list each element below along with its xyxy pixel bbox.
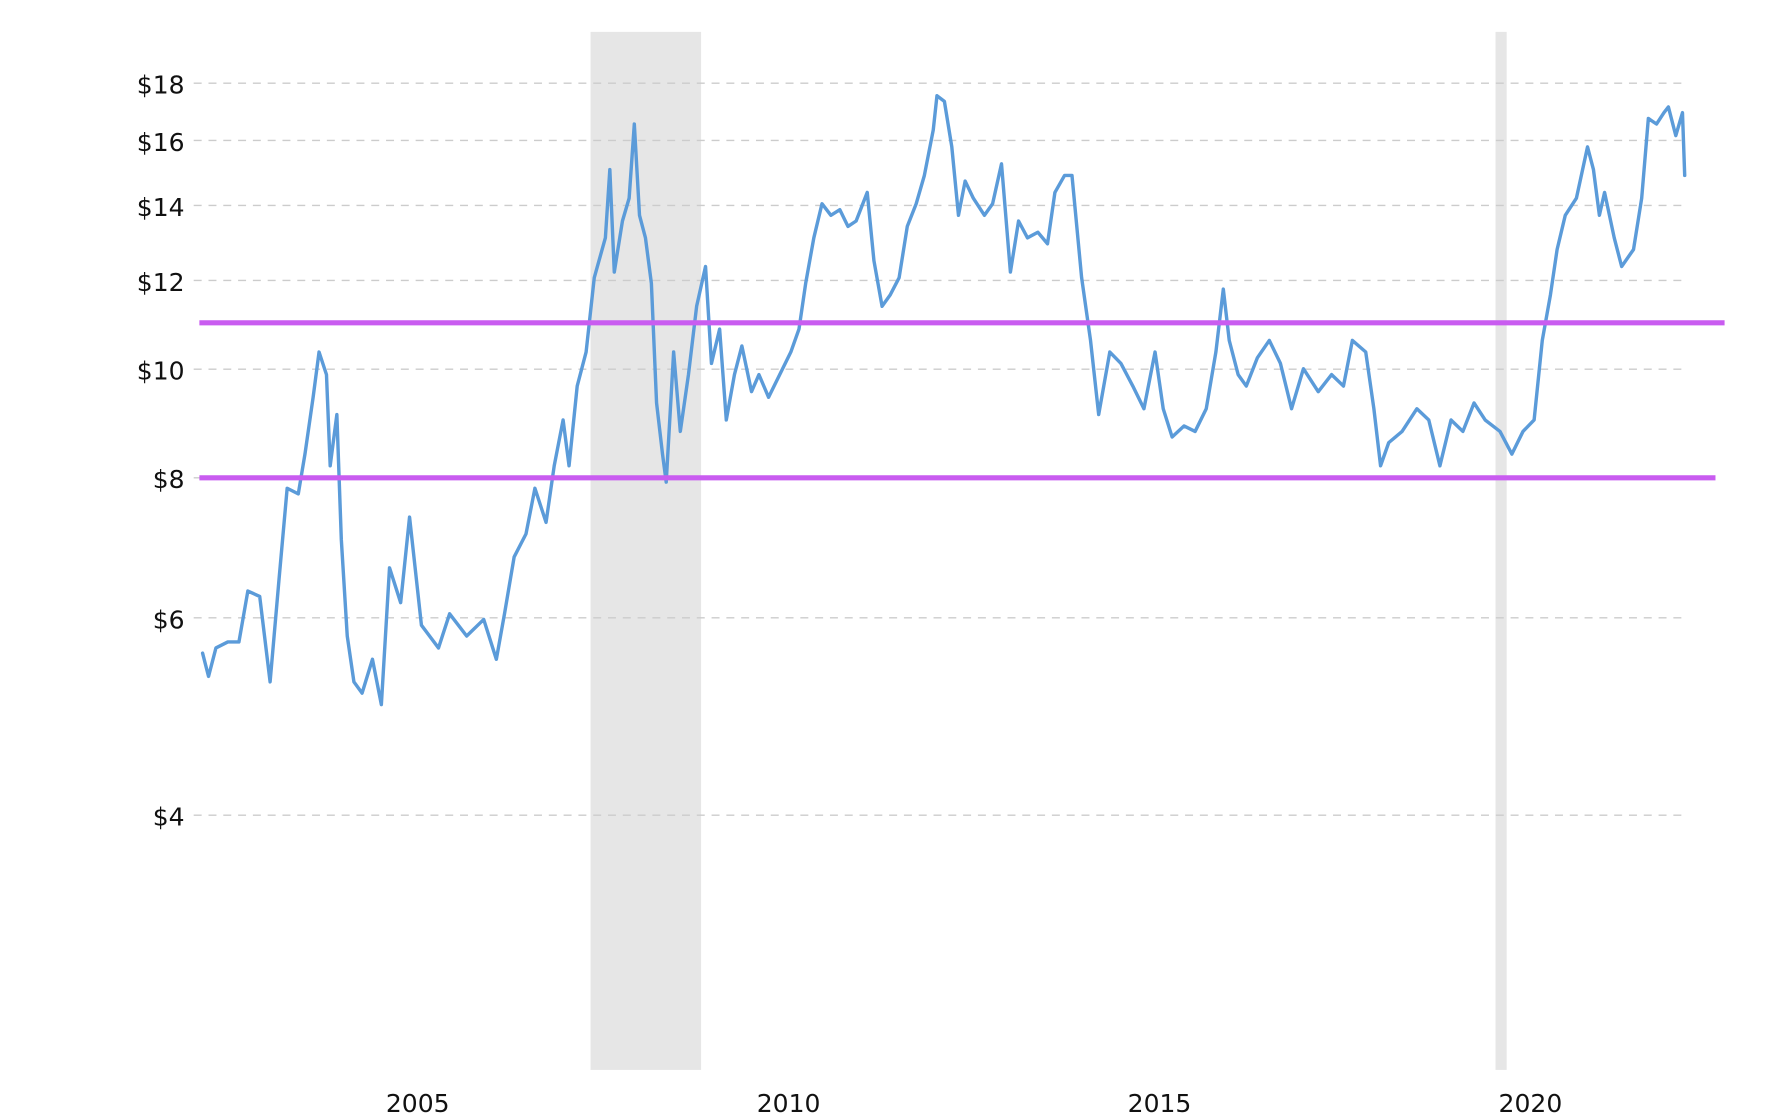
y-tick-label: $6 — [153, 605, 185, 634]
y-tick-label: $12 — [137, 268, 185, 297]
shaded-period — [1495, 31, 1507, 1070]
y-tick-label: $10 — [137, 357, 185, 386]
y-tick-label: $16 — [137, 128, 185, 157]
y-tick-label: $8 — [153, 465, 185, 494]
x-tick-label: 2020 — [1499, 1089, 1563, 1118]
price-line — [200, 94, 1687, 707]
y-tick-label: $18 — [137, 71, 185, 100]
x-tick-label: 2010 — [757, 1089, 821, 1118]
y-tick-label: $14 — [137, 193, 185, 222]
x-tick-label: 2005 — [386, 1089, 450, 1118]
y-tick-label: $4 — [153, 803, 185, 832]
x-tick-label: 2015 — [1128, 1089, 1192, 1118]
